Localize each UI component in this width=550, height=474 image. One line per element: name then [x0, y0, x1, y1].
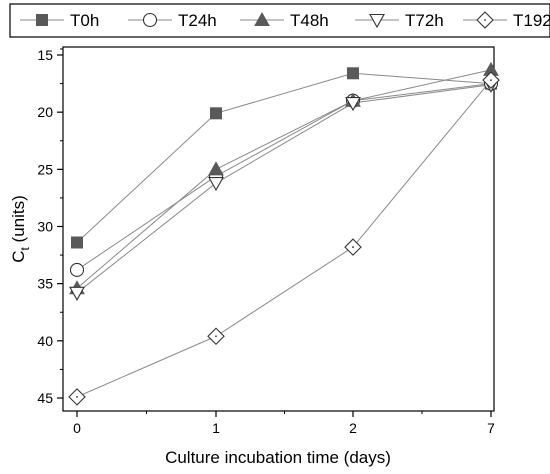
legend-label: T48h	[290, 11, 329, 30]
data-point-t72h	[208, 177, 224, 192]
y-axis-label-main: C	[9, 251, 28, 263]
legend-label: T24h	[178, 11, 217, 30]
data-point-t192h-dot	[352, 246, 354, 248]
legend: T0h T24h T48h T72h T192h	[9, 3, 550, 38]
y-axis-label-sub: t	[18, 247, 32, 251]
x-tick-label: 7	[487, 420, 495, 436]
y-tick-label: 30	[37, 219, 53, 235]
y-axis-label-rest: (units)	[9, 195, 28, 247]
data-point-t192h-dot	[215, 335, 217, 338]
data-point-t0h	[347, 67, 359, 80]
x-tick-label: 1	[212, 420, 220, 436]
x-axis-label: Culture incubation time (days)	[165, 448, 391, 467]
legend-marker	[369, 13, 385, 29]
data-point-t192h-dot	[76, 395, 78, 398]
legend-label: T192h	[513, 11, 550, 30]
legend-item-t192h: T192h	[463, 11, 550, 30]
x-tick-label: 0	[73, 420, 81, 436]
series-line-t192h	[76, 79, 492, 398]
data-point-t192h	[482, 71, 500, 89]
x-tick-label: 2	[349, 420, 357, 436]
data-point-t192h	[207, 327, 225, 346]
legend-marker	[476, 11, 494, 29]
y-tick-label: 35	[37, 276, 53, 292]
legend-label: T0h	[70, 11, 99, 30]
series-line-t72h	[76, 84, 492, 294]
legend-item-t72h: T72h	[355, 11, 444, 30]
series-markers	[68, 61, 500, 406]
data-point-t192h	[344, 238, 362, 256]
legend-item-t48h: T48h	[240, 11, 329, 30]
data-point-t192h	[68, 388, 86, 406]
legend-label: T72h	[405, 11, 444, 30]
data-point-t72h	[345, 96, 361, 112]
legend-marker	[254, 11, 270, 26]
legend-marker	[142, 12, 158, 28]
series-line-t48h	[76, 69, 492, 289]
plot-frame	[62, 46, 495, 412]
x-axis: 0 1 2 7	[73, 411, 495, 436]
data-point-t0h	[210, 107, 222, 120]
y-tick-label: 15	[37, 47, 53, 63]
series-line-t24h	[76, 83, 492, 271]
data-point-t72h	[69, 286, 85, 301]
data-point-t24h	[69, 262, 85, 277]
legend-item-t0h: T0h	[20, 11, 99, 30]
y-axis-label: Ct (units)	[9, 195, 32, 263]
y-axis: 15 20 25 30 35 40 45	[37, 47, 63, 406]
legend-marker-dot	[484, 19, 486, 21]
y-tick-label: 45	[37, 390, 53, 406]
data-point-t48h	[208, 161, 224, 176]
data-point-t0h	[71, 236, 83, 249]
y-tick-label: 20	[37, 104, 53, 120]
legend-item-t24h: T24h	[128, 11, 217, 30]
data-point-t192h-dot	[490, 79, 492, 82]
y-tick-label: 25	[37, 161, 53, 177]
legend-marker	[36, 14, 48, 26]
series-line-t0h	[76, 72, 492, 243]
y-tick-label: 40	[37, 333, 53, 349]
series-lines	[76, 69, 492, 398]
